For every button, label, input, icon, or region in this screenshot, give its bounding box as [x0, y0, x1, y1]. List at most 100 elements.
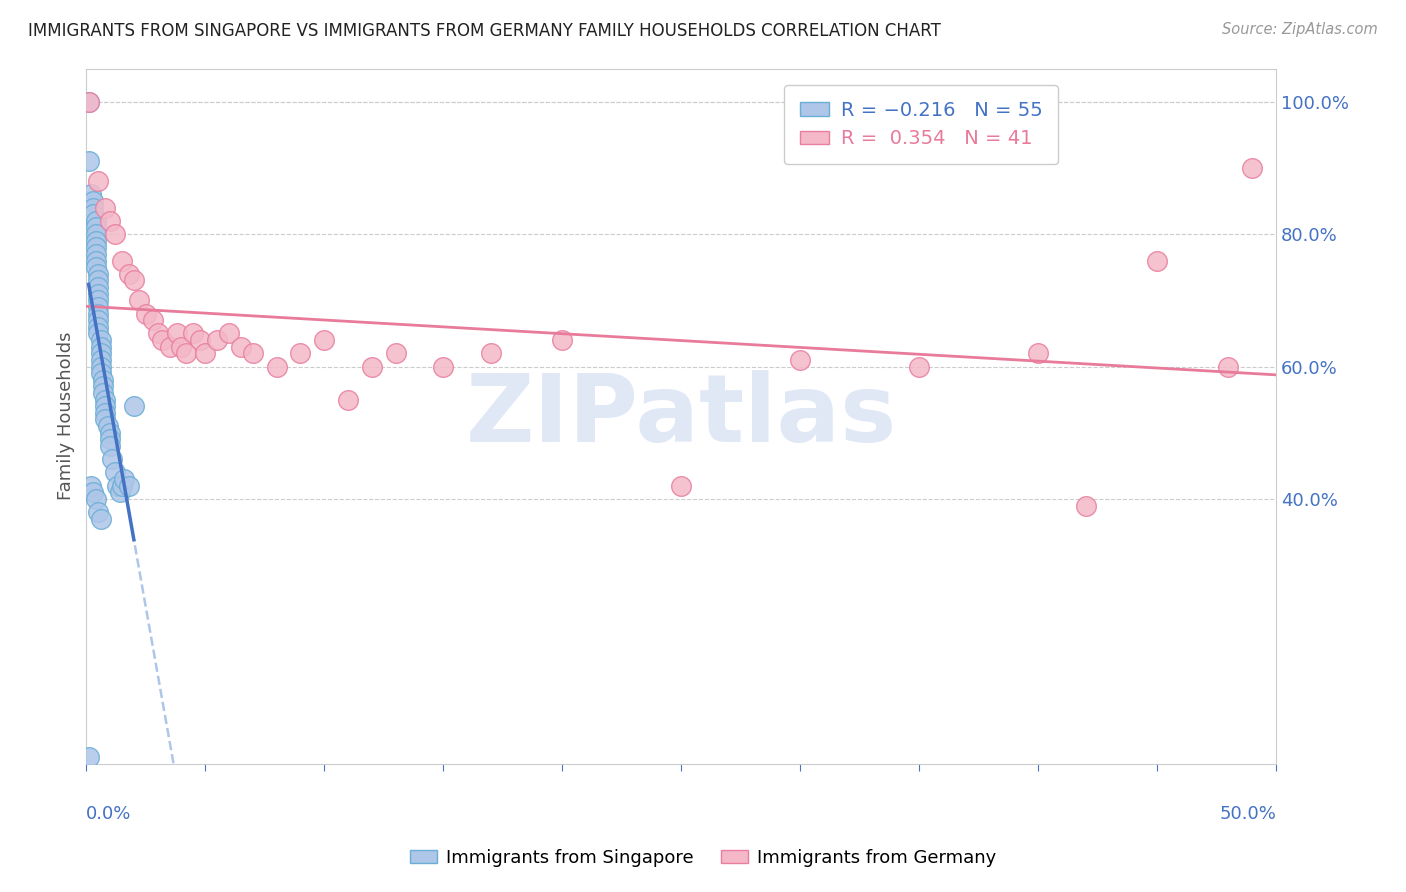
- Point: [194, 346, 217, 360]
- Point: [90, 366, 112, 380]
- Text: 50.0%: 50.0%: [1219, 805, 1277, 823]
- Point: [87, 174, 110, 188]
- Point: [1026, 346, 1049, 360]
- Point: [87, 267, 110, 281]
- Point: [90, 333, 112, 347]
- Point: [87, 326, 110, 341]
- Point: [87, 313, 110, 327]
- Y-axis label: Family Households: Family Households: [58, 332, 75, 500]
- Point: [118, 479, 141, 493]
- Point: [170, 340, 193, 354]
- Point: [105, 479, 128, 493]
- Point: [128, 293, 150, 308]
- Point: [242, 346, 264, 360]
- Point: [190, 333, 212, 347]
- Point: [152, 333, 174, 347]
- Point: [82, 485, 104, 500]
- Point: [97, 419, 120, 434]
- Legend: R = −0.216   N = 55, R =  0.354   N = 41: R = −0.216 N = 55, R = 0.354 N = 41: [785, 86, 1059, 164]
- Point: [159, 340, 181, 354]
- Point: [98, 425, 121, 440]
- Point: [94, 399, 117, 413]
- Point: [87, 505, 110, 519]
- Point: [290, 346, 312, 360]
- Point: [84, 491, 107, 506]
- Point: [384, 346, 406, 360]
- Point: [135, 306, 157, 320]
- Text: IMMIGRANTS FROM SINGAPORE VS IMMIGRANTS FROM GERMANY FAMILY HOUSEHOLDS CORRELATI: IMMIGRANTS FROM SINGAPORE VS IMMIGRANTS …: [28, 22, 941, 40]
- Point: [94, 201, 117, 215]
- Point: [94, 406, 117, 420]
- Point: [1218, 359, 1240, 374]
- Point: [82, 207, 104, 221]
- Point: [90, 359, 112, 374]
- Point: [908, 359, 931, 374]
- Legend: Immigrants from Singapore, Immigrants from Germany: Immigrants from Singapore, Immigrants fr…: [402, 842, 1004, 874]
- Point: [669, 479, 692, 493]
- Point: [112, 472, 135, 486]
- Text: Source: ZipAtlas.com: Source: ZipAtlas.com: [1222, 22, 1378, 37]
- Point: [337, 392, 360, 407]
- Point: [87, 293, 110, 308]
- Point: [84, 220, 107, 235]
- Point: [166, 326, 188, 341]
- Point: [77, 95, 100, 109]
- Point: [111, 479, 134, 493]
- Point: [84, 234, 107, 248]
- Point: [84, 247, 107, 261]
- Point: [101, 452, 124, 467]
- Point: [87, 306, 110, 320]
- Point: [142, 313, 165, 327]
- Point: [80, 479, 103, 493]
- Text: 0.0%: 0.0%: [86, 805, 132, 823]
- Point: [104, 227, 127, 241]
- Point: [87, 273, 110, 287]
- Point: [205, 333, 228, 347]
- Point: [98, 214, 121, 228]
- Point: [94, 392, 117, 407]
- Point: [229, 340, 252, 354]
- Point: [1241, 161, 1264, 175]
- Point: [90, 340, 112, 354]
- Point: [146, 326, 169, 341]
- Point: [789, 352, 811, 367]
- Point: [360, 359, 382, 374]
- Point: [551, 333, 574, 347]
- Point: [82, 194, 104, 208]
- Point: [111, 253, 134, 268]
- Point: [90, 352, 112, 367]
- Point: [90, 346, 112, 360]
- Point: [122, 273, 145, 287]
- Point: [84, 260, 107, 275]
- Point: [82, 201, 104, 215]
- Point: [84, 214, 107, 228]
- Point: [479, 346, 502, 360]
- Point: [77, 750, 100, 764]
- Text: ZIPatlas: ZIPatlas: [465, 370, 897, 462]
- Point: [266, 359, 288, 374]
- Point: [98, 439, 121, 453]
- Point: [87, 286, 110, 301]
- Point: [314, 333, 336, 347]
- Point: [87, 280, 110, 294]
- Point: [1074, 499, 1097, 513]
- Point: [118, 267, 141, 281]
- Point: [94, 412, 117, 426]
- Point: [432, 359, 454, 374]
- Point: [91, 386, 114, 401]
- Point: [1146, 253, 1168, 268]
- Point: [90, 512, 112, 526]
- Point: [104, 466, 127, 480]
- Point: [108, 485, 131, 500]
- Point: [84, 240, 107, 254]
- Point: [84, 227, 107, 241]
- Point: [77, 154, 100, 169]
- Point: [77, 95, 100, 109]
- Point: [98, 433, 121, 447]
- Point: [218, 326, 240, 341]
- Point: [87, 319, 110, 334]
- Point: [87, 300, 110, 314]
- Point: [84, 253, 107, 268]
- Point: [91, 379, 114, 393]
- Point: [91, 373, 114, 387]
